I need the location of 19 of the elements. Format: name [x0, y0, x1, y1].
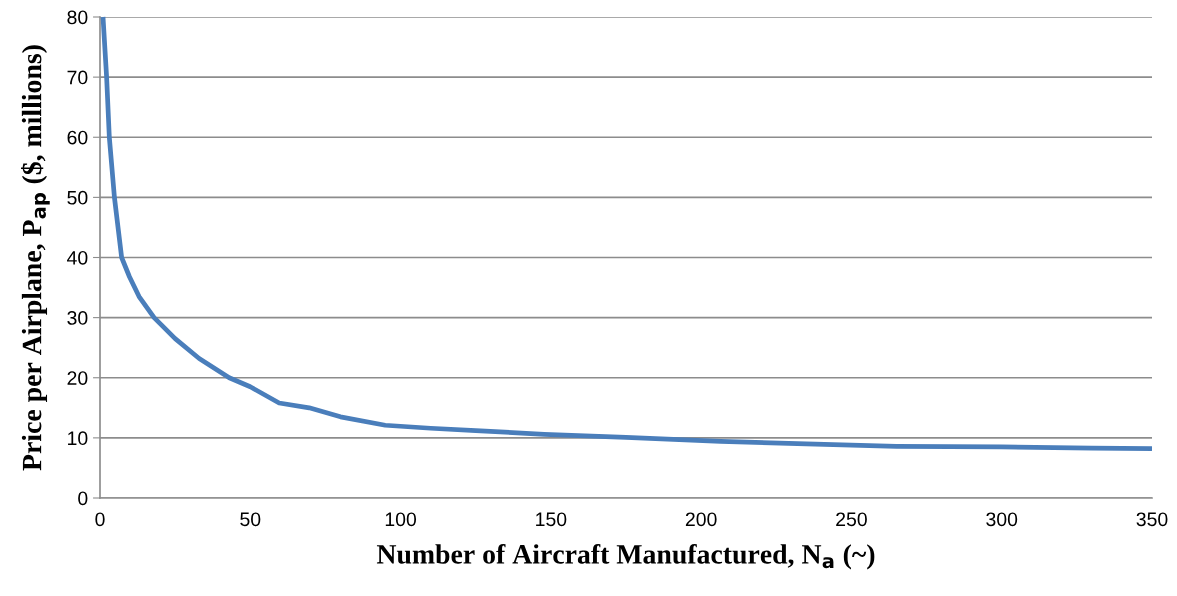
y-tick-label: 70: [67, 70, 88, 85]
y-tick-label: 80: [67, 10, 88, 25]
x-tick-label: 250: [836, 512, 867, 527]
x-tick-label: 0: [95, 512, 105, 527]
x-tick-label: 200: [685, 512, 717, 527]
x-tick-label: 100: [385, 512, 417, 527]
y-tick-label: 60: [67, 130, 88, 145]
y-tick-label: 0: [78, 491, 88, 506]
x-tick-label: 300: [986, 512, 1018, 527]
y-axis-title: Price per Airplane, P$_{ap}$ ($, millions): [21, 45, 50, 471]
y-tick-label: 20: [67, 371, 88, 385]
y-tick-label: 50: [67, 190, 88, 205]
x-tick-label: 350: [1136, 512, 1168, 527]
x-tick-label: 150: [536, 512, 567, 527]
y-tick-label: 30: [67, 311, 88, 325]
x-axis-title: Number of Aircraft Manufactured, N$_{a}$ (~): [376, 543, 875, 570]
x-tick-label: 50: [240, 512, 261, 527]
y-tick-label: 40: [67, 250, 88, 265]
y-tick-label: 10: [68, 431, 88, 446]
